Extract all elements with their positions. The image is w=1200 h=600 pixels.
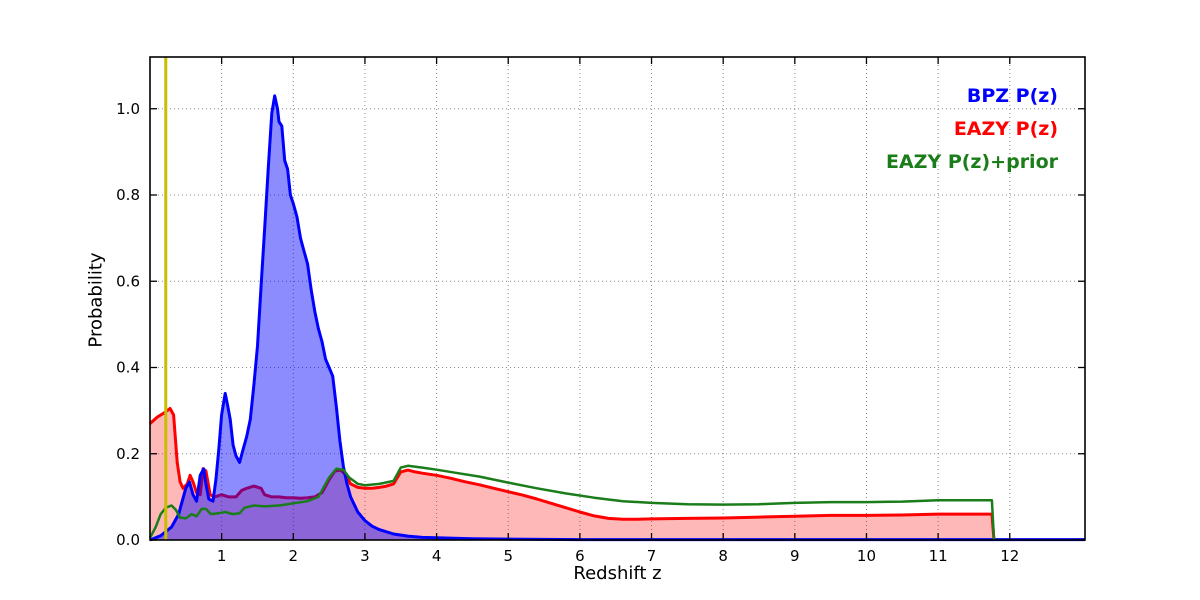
- legend-item-eazy: EAZY P(z): [953, 118, 1058, 140]
- series-bpz-line: [149, 94, 1085, 542]
- x-tick-label: 5: [503, 547, 513, 565]
- y-tick-label: 1.0: [116, 100, 140, 118]
- x-tick-label: 4: [432, 547, 442, 565]
- y-tick-label: 0.2: [116, 445, 140, 463]
- series-eazy_prior-line: [148, 464, 996, 541]
- x-tick-label: 3: [360, 547, 370, 565]
- legend: BPZ P(z) EAZY P(z) EAZY P(z)+prior: [886, 80, 1058, 179]
- y-axis-label: Probability: [85, 252, 107, 348]
- axes-frame: [149, 56, 1086, 541]
- series-bpz-fill: [150, 95, 1085, 541]
- legend-item-eazy-prior: EAZY P(z)+prior: [885, 151, 1058, 173]
- y-tick-label: 0.6: [116, 272, 140, 290]
- x-tick-label: 1: [217, 547, 227, 565]
- x-tick-label: 12: [1000, 547, 1019, 565]
- x-tick-label: 7: [647, 547, 657, 565]
- series-eazy-fill: [150, 408, 994, 540]
- legend-item-bpz: BPZ P(z): [966, 85, 1058, 107]
- x-tick-label: 2: [289, 547, 299, 565]
- x-tick-label: 8: [718, 547, 728, 565]
- x-tick-label: 9: [790, 547, 800, 565]
- x-axis-label: Redshift z: [573, 563, 662, 584]
- y-tick-label: 0.8: [116, 186, 140, 204]
- series-eazy-line: [148, 407, 996, 541]
- y-tick-label: 0.4: [116, 359, 140, 377]
- x-tick-label: 6: [575, 547, 585, 565]
- x-tick-label: 10: [857, 547, 876, 565]
- x-tick-label: 11: [929, 547, 948, 565]
- y-tick-label: 0.0: [116, 531, 140, 549]
